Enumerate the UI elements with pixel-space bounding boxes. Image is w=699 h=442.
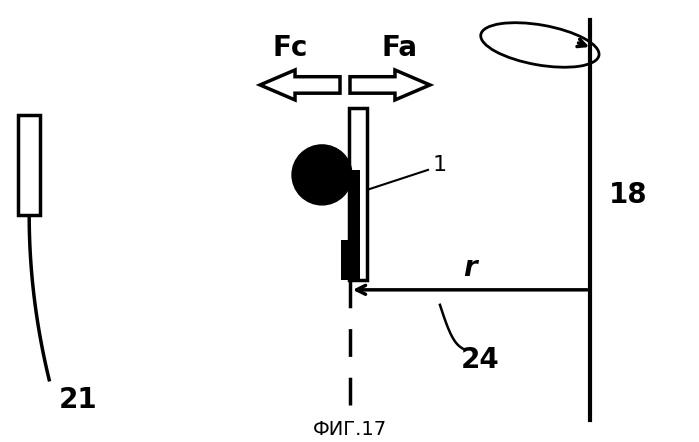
Text: r: r — [463, 254, 477, 282]
Text: 18: 18 — [609, 181, 647, 209]
Bar — [349, 170, 360, 280]
Bar — [18, 115, 40, 215]
Text: ФИГ.17: ФИГ.17 — [313, 420, 387, 439]
Text: 21: 21 — [59, 386, 97, 414]
Text: Fc: Fc — [273, 34, 308, 62]
FancyArrow shape — [260, 70, 340, 100]
Bar — [341, 240, 351, 280]
FancyArrow shape — [350, 70, 430, 100]
Text: Fa: Fa — [382, 34, 418, 62]
Bar — [349, 108, 367, 280]
Circle shape — [292, 145, 352, 205]
Text: 24: 24 — [461, 346, 499, 374]
Text: 1: 1 — [433, 155, 447, 175]
